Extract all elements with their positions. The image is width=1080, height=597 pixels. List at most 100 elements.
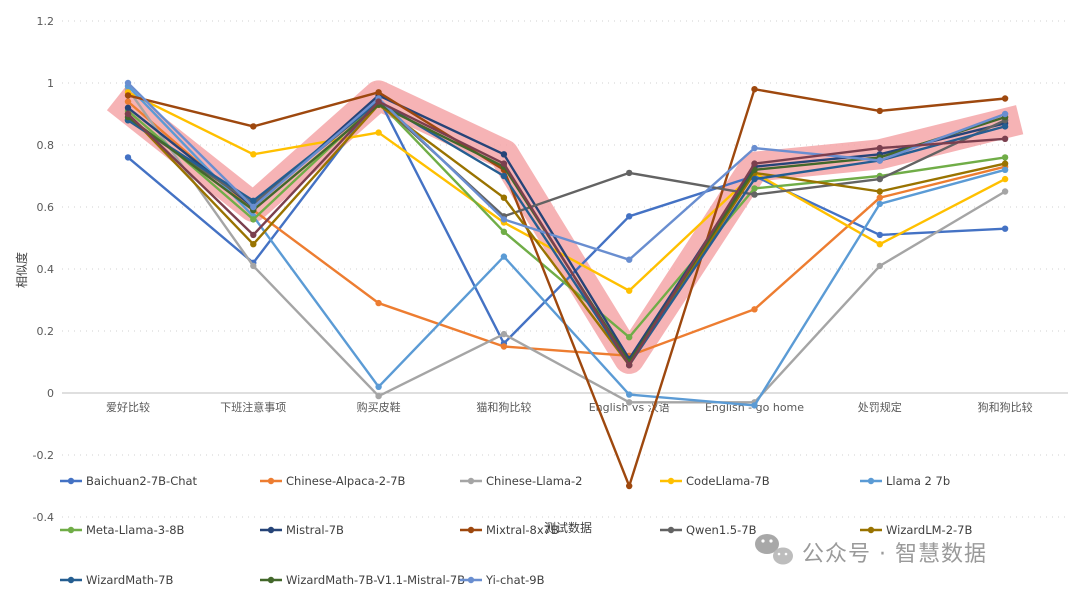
series-line <box>127 103 1006 367</box>
data-point <box>1001 175 1009 183</box>
series-line <box>127 100 1006 357</box>
data-point <box>876 144 883 152</box>
data-point <box>1001 123 1009 130</box>
y-tick-label: 1.2 <box>37 15 55 28</box>
data-point <box>1001 225 1009 232</box>
legend-label: Baichuan2-7B-Chat <box>86 474 198 488</box>
data-point <box>876 262 883 270</box>
data-point <box>751 160 758 167</box>
x-tick-label: 猫和狗比较 <box>476 400 531 414</box>
data-point <box>751 306 758 313</box>
series-mistral-7b <box>124 92 1009 363</box>
y-tick-label: 0.2 <box>37 325 55 338</box>
data-point <box>250 231 257 239</box>
legend-label: Yi-chat-9B <box>485 573 545 587</box>
data-point <box>751 175 758 183</box>
series-line <box>127 88 1006 488</box>
legend-item: Qwen1.5-7B <box>660 523 757 537</box>
legend-marker <box>67 576 75 584</box>
data-point <box>375 383 382 390</box>
data-point <box>124 110 132 118</box>
series-line <box>127 100 1006 367</box>
legend-label: WizardMath-7B <box>86 573 173 587</box>
data-point <box>626 213 633 220</box>
data-point <box>876 175 883 183</box>
data-point <box>375 392 382 400</box>
y-axis-title: 相似度 <box>14 252 29 288</box>
data-point <box>876 200 883 208</box>
y-tick-label: 0.8 <box>37 139 55 152</box>
legend-marker <box>867 477 875 485</box>
data-point <box>250 216 257 223</box>
wechat-icon <box>755 534 793 565</box>
legend-marker <box>667 526 675 534</box>
series-line <box>127 100 1006 339</box>
legend-marker <box>867 526 875 534</box>
data-point <box>375 129 382 136</box>
data-point <box>751 402 758 409</box>
data-point <box>1001 154 1009 161</box>
legend-label: Qwen1.5-7B <box>686 523 757 537</box>
data-point <box>375 98 382 105</box>
series-lines <box>124 79 1009 490</box>
data-point <box>124 79 132 87</box>
data-point <box>375 89 382 96</box>
data-point <box>751 144 758 152</box>
series--extra <box>124 98 1009 369</box>
data-point <box>500 253 508 260</box>
data-point <box>751 185 758 192</box>
x-tick-label: English vs 汉语 <box>589 401 670 414</box>
x-tick-label: 爱好比较 <box>106 400 150 414</box>
y-tick-label: -0.2 <box>33 449 54 462</box>
series-line <box>127 97 1006 345</box>
data-point <box>1001 160 1009 167</box>
series-line <box>127 100 1006 218</box>
data-point <box>500 151 508 158</box>
legend-label: Mixtral-8x7B <box>486 523 559 537</box>
data-point <box>124 104 132 112</box>
legend-label: Meta-Llama-3-8B <box>86 523 185 537</box>
data-point <box>626 287 633 294</box>
legend-label: Chinese-Alpaca-2-7B <box>286 474 406 488</box>
legend-label: WizardMath-7B-V1.1-Mistral-7B <box>286 573 465 587</box>
legend-item: Mixtral-8x7B <box>460 523 559 537</box>
legend-item: Mistral-7B <box>260 523 344 537</box>
legend-marker <box>267 576 275 584</box>
data-point <box>751 86 758 93</box>
legend-marker <box>67 526 75 534</box>
data-point <box>876 107 883 115</box>
x-tick-label: 下班注意事项 <box>220 400 286 414</box>
data-point <box>124 92 132 99</box>
data-point <box>250 123 257 130</box>
y-tick-label: 0 <box>47 387 54 400</box>
legend-item: WizardMath-7B-V1.1-Mistral-7B <box>260 573 465 587</box>
x-tick-label: 购买皮鞋 <box>357 400 401 414</box>
legend: Baichuan2-7B-Chat Chinese-Alpaca-2-7B Chin… <box>60 474 972 587</box>
data-point <box>1001 110 1009 118</box>
legend-item: Chinese-Llama-2 <box>460 474 582 488</box>
legend-marker <box>467 477 475 485</box>
legend-item: Baichuan2-7B-Chat <box>60 474 198 488</box>
y-tick-label: 0.6 <box>37 201 55 214</box>
data-point <box>250 241 257 248</box>
legend-marker <box>667 477 675 485</box>
data-point <box>124 98 132 105</box>
data-point <box>1001 95 1009 102</box>
legend-label: Mistral-7B <box>286 523 344 537</box>
data-point <box>876 188 883 195</box>
series-line <box>127 100 1006 367</box>
data-point <box>250 151 257 158</box>
y-tick-label: 1 <box>47 77 54 90</box>
data-point <box>500 343 508 350</box>
legend-marker <box>467 526 475 534</box>
legend-item: WizardMath-7B <box>60 573 173 587</box>
x-axis-title: 测试数据 <box>544 520 592 535</box>
x-axis-ticks: 爱好比较 下班注意事项 购买皮鞋 猫和狗比较 English vs 汉语 English … <box>106 400 1033 414</box>
data-point <box>500 160 508 167</box>
series-yi-chat-9b <box>124 79 1009 263</box>
data-point <box>876 157 883 164</box>
data-point <box>250 262 257 270</box>
legend-label: CodeLlama-7B <box>686 474 770 488</box>
y-tick-label: -0.4 <box>33 511 54 524</box>
